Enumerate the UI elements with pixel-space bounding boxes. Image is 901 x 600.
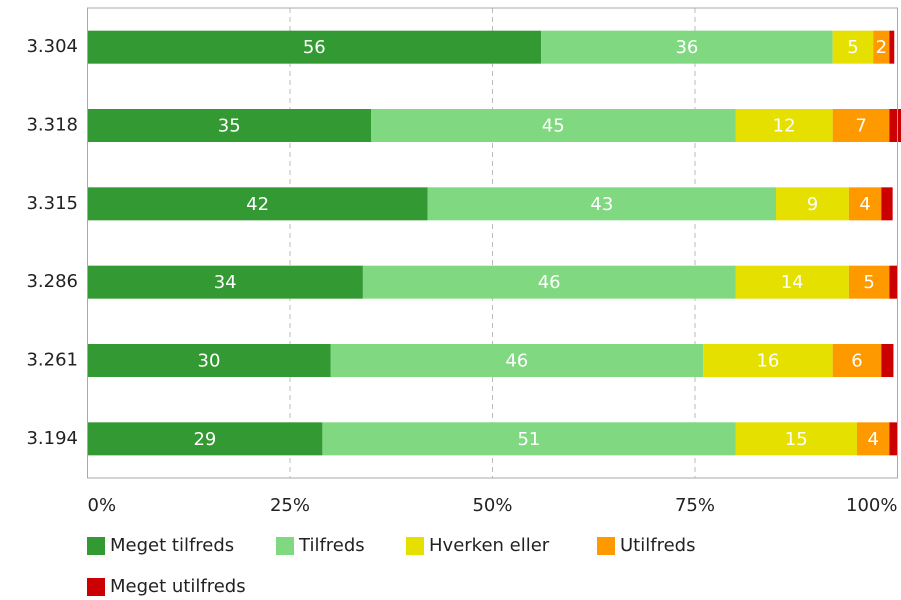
data-label: 9 xyxy=(807,194,818,215)
x-tick-label: 75% xyxy=(675,495,715,516)
bar-segment xyxy=(322,422,736,456)
bar-segment xyxy=(330,344,704,377)
bar-segment xyxy=(873,30,890,64)
data-label: 36 xyxy=(675,37,698,58)
bar-segment xyxy=(832,109,890,142)
bar-segment xyxy=(881,344,894,377)
bar-segment xyxy=(735,422,857,456)
x-tick-label: 0% xyxy=(88,495,117,516)
bar-segment xyxy=(87,422,323,456)
legend-swatch xyxy=(406,537,424,555)
legend-label: Meget tilfreds xyxy=(110,535,234,556)
bar-segment xyxy=(889,265,898,299)
data-label: 43 xyxy=(590,194,613,215)
bar-segment xyxy=(87,187,428,221)
y-tick-label: 3.194 xyxy=(26,428,78,449)
data-label: 15 xyxy=(785,429,808,450)
bar-segment xyxy=(881,187,893,221)
bar-segment xyxy=(848,265,890,299)
legend-label: Tilfreds xyxy=(298,535,365,556)
bar-segment xyxy=(735,109,833,142)
data-label: 4 xyxy=(867,429,878,450)
data-label: 16 xyxy=(756,351,779,372)
data-label: 46 xyxy=(505,351,528,372)
legend-label: Meget utilfreds xyxy=(110,576,246,597)
data-label: 6 xyxy=(851,351,862,372)
bar-segment xyxy=(857,422,890,456)
y-tick-label: 3.318 xyxy=(26,115,78,136)
data-label: 35 xyxy=(218,116,241,137)
bar-segment xyxy=(889,30,895,64)
data-label: 56 xyxy=(303,37,326,58)
data-label: 7 xyxy=(855,116,866,137)
data-label: 42 xyxy=(246,194,269,215)
data-label: 14 xyxy=(781,272,804,293)
legend-label: Hverken eller xyxy=(429,535,550,556)
bar-segment xyxy=(776,187,849,221)
legend-swatch xyxy=(87,578,105,596)
bar-segment xyxy=(541,30,833,64)
plot-frame xyxy=(87,7,898,479)
bar-segment xyxy=(87,265,363,299)
data-label: 29 xyxy=(193,429,216,450)
legend-swatch xyxy=(597,537,615,555)
bar-segment xyxy=(87,109,371,142)
bar-segment xyxy=(832,30,874,64)
data-label: 5 xyxy=(847,37,858,58)
x-tick-label: 50% xyxy=(472,495,512,516)
bar-segment xyxy=(703,344,833,377)
data-label: 46 xyxy=(538,272,561,293)
bar-segment xyxy=(889,422,898,456)
bar-segment xyxy=(362,265,736,299)
x-tick-label: 100% xyxy=(846,495,897,516)
bar-segment xyxy=(371,109,736,142)
data-label: 34 xyxy=(214,272,237,293)
bar-segment xyxy=(427,187,776,221)
bar-segment xyxy=(848,187,882,221)
data-label: 12 xyxy=(773,116,796,137)
bar-segment xyxy=(832,344,882,377)
data-label: 51 xyxy=(517,429,540,450)
bar-segment xyxy=(735,265,849,299)
y-tick-label: 3.304 xyxy=(26,36,78,57)
y-tick-label: 3.261 xyxy=(26,350,78,371)
bar-segment xyxy=(87,30,542,64)
data-label: 45 xyxy=(542,116,565,137)
bar-segment xyxy=(889,109,901,142)
x-tick-label: 25% xyxy=(270,495,310,516)
data-label: 2 xyxy=(876,37,887,58)
legend-swatch xyxy=(276,537,294,555)
legend-label: Utilfreds xyxy=(620,535,695,556)
data-label: 4 xyxy=(859,194,870,215)
y-tick-label: 3.315 xyxy=(26,193,78,214)
legend-swatch xyxy=(87,537,105,555)
data-label: 5 xyxy=(863,272,874,293)
bar-segment xyxy=(87,344,331,377)
data-label: 30 xyxy=(198,351,221,372)
y-tick-label: 3.286 xyxy=(26,271,78,292)
